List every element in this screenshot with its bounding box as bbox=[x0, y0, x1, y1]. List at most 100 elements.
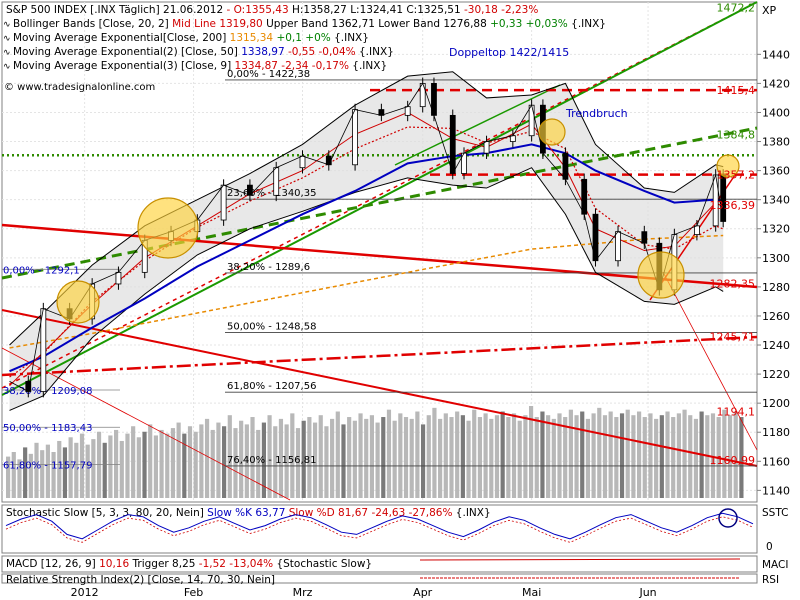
macd-title: MACD [12, 26, 9] 10,16 Trigger 8,25 -1,5… bbox=[6, 558, 372, 570]
volume-bar bbox=[267, 415, 272, 498]
y-tick-label: 1420 bbox=[762, 77, 790, 90]
header-part: -30,18 -2,23% bbox=[461, 4, 539, 16]
candle-body bbox=[483, 141, 490, 154]
volume-bar bbox=[45, 444, 50, 498]
volume-bar bbox=[665, 411, 670, 498]
legend-value: -0,55 -0,04% bbox=[285, 46, 356, 58]
fib-left-label: 61,80% - 1157,79 bbox=[3, 461, 92, 472]
volume-bar bbox=[295, 428, 301, 498]
rsi-axis-label: RSI bbox=[762, 574, 779, 586]
y-tick-label: 1320 bbox=[762, 223, 790, 236]
volume-bar bbox=[182, 433, 187, 498]
volume-bar bbox=[608, 411, 613, 498]
right-value-label: 1415,4 bbox=[717, 84, 756, 97]
trendline-green-dashed bbox=[1, 126, 758, 280]
volume-bar bbox=[216, 422, 221, 498]
volume-bar bbox=[261, 422, 266, 498]
volume-bar bbox=[312, 422, 318, 498]
rsi-panel: Relative Strength Index(2) [Close, 14, 7… bbox=[1, 573, 779, 586]
volume-bar bbox=[250, 417, 255, 498]
volume-bar bbox=[358, 413, 363, 498]
x-tick-label: Jun bbox=[638, 586, 656, 599]
volume-bar bbox=[136, 437, 141, 498]
volume-bar bbox=[79, 433, 85, 498]
right-value-label: 1245,71 bbox=[710, 331, 756, 344]
series-mid-line bbox=[9, 126, 724, 378]
volume-bar bbox=[557, 413, 562, 498]
volume-bar bbox=[591, 413, 596, 498]
volume-bar bbox=[284, 424, 289, 498]
volume-bar bbox=[477, 417, 483, 498]
volume-bar bbox=[176, 422, 181, 498]
volume-bar bbox=[74, 442, 79, 498]
legend-checkbox-icon: ∿ bbox=[3, 20, 11, 30]
volume-bar bbox=[494, 415, 500, 498]
legend-entry: Moving Average Exponential[Close, 200] 1… bbox=[13, 32, 369, 44]
volume-bar bbox=[6, 456, 11, 498]
right-value-label: 1282,35 bbox=[710, 277, 756, 290]
candle-body bbox=[40, 308, 47, 392]
volume-bar bbox=[455, 411, 460, 498]
trendline-green-rising bbox=[1, 1, 758, 396]
volume-bar bbox=[693, 418, 699, 498]
legend-checkbox-icon: ∿ bbox=[3, 62, 11, 72]
header-part: C:1325,51 bbox=[403, 4, 461, 16]
header-part: 21.06.2012 bbox=[160, 4, 223, 16]
legend-value: 1338,97 bbox=[238, 46, 285, 58]
fib-label: 76,40% - 1156,81 bbox=[227, 455, 316, 466]
volume-bar bbox=[364, 418, 369, 498]
volume-bar bbox=[51, 452, 56, 498]
stochastic-frame bbox=[1, 504, 758, 554]
volume-bar bbox=[290, 413, 295, 498]
highlight-circle bbox=[56, 280, 100, 324]
volume-bar bbox=[114, 429, 119, 498]
volume-bar bbox=[563, 417, 568, 498]
volume-bar bbox=[381, 417, 386, 498]
volume-bar bbox=[671, 417, 676, 498]
trendline-red-thin-right bbox=[662, 271, 758, 451]
legend-value: {.INX} bbox=[568, 18, 606, 30]
candle-body bbox=[115, 271, 122, 285]
y-tick-label: 1140 bbox=[762, 484, 790, 497]
volume-bar bbox=[11, 452, 16, 498]
volume-bar bbox=[546, 415, 551, 498]
stochastic-k: Slow %K 63,77 bbox=[204, 507, 286, 519]
volume-bar bbox=[551, 418, 556, 498]
volume-bar bbox=[597, 407, 602, 498]
volume-bar bbox=[273, 426, 278, 498]
y-tick-label: 1380 bbox=[762, 136, 790, 149]
volume-bar bbox=[341, 424, 346, 498]
candle-body bbox=[641, 231, 648, 244]
y-tick-label: 1280 bbox=[762, 281, 790, 294]
y-tick-label: 1200 bbox=[762, 397, 790, 410]
y-axis-symbol: XP bbox=[762, 4, 777, 17]
volume-bar bbox=[517, 420, 522, 498]
stochastic-panel: Stochastic Slow [5, 3, 3, 80, 20, Nein] … bbox=[1, 504, 788, 554]
fib-label: 0,00% - 1422,38 bbox=[227, 69, 310, 80]
stochastic-tail: {.INX} bbox=[452, 507, 490, 519]
legend-checkbox-icon: ∿ bbox=[3, 48, 11, 58]
legend-value: +0,1 +0% bbox=[273, 32, 331, 44]
stochastic-d-line bbox=[5, 516, 754, 543]
legend-entry: Moving Average Exponential(2) [Close, 50… bbox=[13, 46, 394, 58]
x-tick-label: 2012 bbox=[71, 586, 99, 599]
volume-bar bbox=[602, 415, 608, 498]
volume-bar bbox=[142, 431, 147, 498]
volume-bar bbox=[682, 409, 687, 498]
volume-bar bbox=[403, 417, 409, 498]
candle-body bbox=[562, 152, 569, 180]
legend-checkbox-icon: ∿ bbox=[3, 34, 11, 44]
volume-bar bbox=[301, 420, 306, 498]
volume-bar bbox=[585, 418, 591, 498]
right-value-label: 1384,8 bbox=[717, 129, 756, 142]
volume-bar bbox=[727, 415, 733, 498]
volume-bar bbox=[119, 440, 124, 498]
highlight-circle bbox=[716, 154, 740, 178]
x-axis: 2012 Feb Mrz Apr Mai Jun bbox=[71, 586, 657, 599]
volume-bar bbox=[438, 418, 443, 498]
volume-bar bbox=[415, 411, 420, 498]
legend-value: {.INX} bbox=[349, 60, 387, 72]
volume-bar bbox=[676, 413, 681, 498]
volume-bar bbox=[330, 418, 335, 498]
